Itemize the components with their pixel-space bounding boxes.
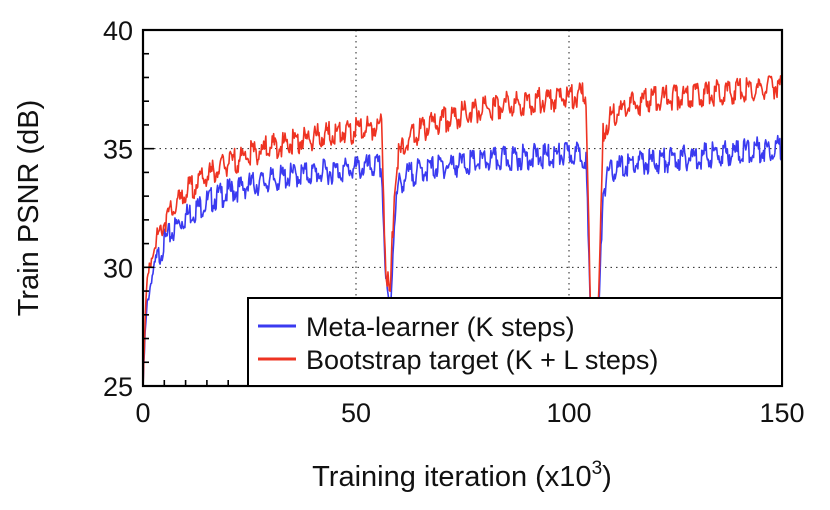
legend: Meta-learner (K steps) Bootstrap target … — [247, 297, 783, 387]
legend-box — [247, 297, 783, 387]
legend-label-bootstrap-target: Bootstrap target (K + L steps) — [306, 345, 658, 375]
x-tick-label: 0 — [135, 398, 150, 428]
y-tick-label: 30 — [103, 253, 133, 283]
y-tick-label: 35 — [103, 135, 133, 165]
x-axis-title-main: Training iteration (x10 — [312, 461, 591, 493]
y-axis-title: Train PSNR (dB) — [13, 100, 45, 316]
series-line-bootstrap-target — [143, 75, 782, 386]
x-axis-title-superscript: 3 — [592, 458, 603, 479]
y-tick-label: 40 — [103, 16, 133, 46]
tick-labels: 0 50 100 150 25 30 35 40 — [103, 16, 805, 428]
legend-label-meta-learner: Meta-learner (K steps) — [306, 312, 575, 342]
series-line-meta-learner — [143, 134, 782, 386]
x-axis-title: Training iteration (x103) — [312, 458, 612, 493]
x-tick-label: 100 — [546, 398, 591, 428]
series-lines — [143, 75, 782, 386]
x-axis-title-close: ) — [602, 461, 612, 493]
gridlines — [143, 30, 782, 386]
y-tick-label: 25 — [103, 372, 133, 402]
x-tick-label: 50 — [341, 398, 371, 428]
x-tick-label: 150 — [759, 398, 804, 428]
